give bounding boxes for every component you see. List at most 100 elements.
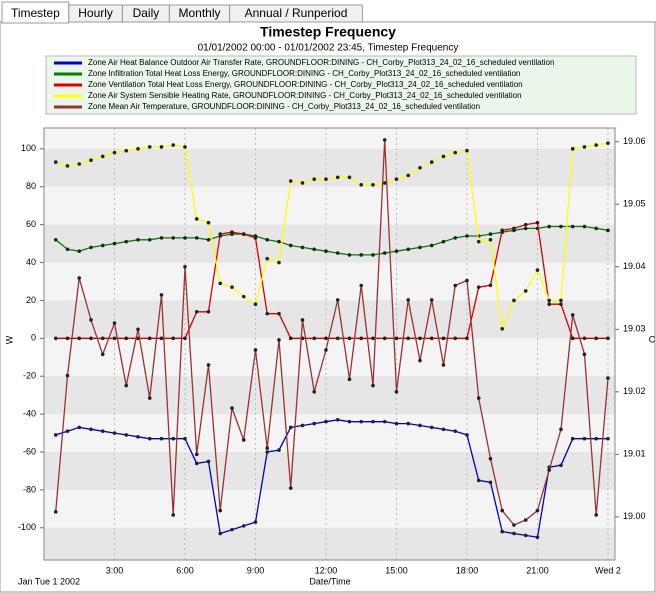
data-point [89, 336, 93, 341]
data-point [371, 183, 375, 187]
data-point [53, 160, 58, 164]
legend-label: Zone Air System Sensible Heating Rate, G… [88, 91, 522, 100]
data-point [359, 336, 364, 341]
legend-label: Zone Air Heat Balance Outdoor Air Transf… [88, 58, 554, 67]
data-point [100, 352, 105, 357]
data-point [347, 336, 352, 341]
data-point [112, 336, 117, 341]
data-point [77, 276, 82, 280]
data-point [183, 236, 187, 240]
data-point [159, 145, 164, 149]
data-point [500, 327, 505, 331]
data-point [582, 436, 587, 441]
x-tick-label: 3:00 [106, 565, 124, 575]
chart-subtitle: 01/01/2002 00:00 - 01/01/2002 23:45, Tim… [198, 43, 459, 54]
data-point [606, 336, 610, 341]
data-point [488, 480, 493, 485]
data-point [465, 278, 469, 283]
data-point [429, 298, 434, 302]
data-point [183, 436, 187, 441]
data-point [194, 452, 199, 457]
data-point [406, 298, 411, 302]
data-point [89, 245, 93, 250]
data-point [53, 336, 58, 341]
tab[interactable]: Timestep [1, 1, 70, 24]
data-point [147, 336, 152, 341]
data-point [288, 486, 293, 490]
data-point [335, 336, 340, 341]
data-point [136, 327, 140, 332]
data-point [594, 436, 599, 441]
data-point [112, 431, 117, 435]
data-point [265, 446, 270, 450]
data-point [382, 138, 387, 142]
data-point [371, 383, 375, 388]
tab-label: Daily [133, 6, 160, 20]
tab-shape [229, 4, 363, 23]
data-point [406, 173, 411, 178]
data-point [535, 508, 540, 513]
data-point [194, 217, 199, 221]
grid-band [44, 452, 615, 490]
data-point [324, 336, 328, 341]
data-point [535, 535, 540, 540]
tab[interactable]: Annual / Runperiod [229, 4, 363, 23]
data-point [159, 293, 164, 297]
data-point [159, 236, 164, 240]
data-point [206, 220, 211, 225]
data-point [241, 438, 246, 442]
data-point [265, 256, 270, 261]
tab-bar: Timestep Hourly Daily Monthly Annual / Runpe… [1, 1, 363, 24]
series-line [55, 142, 609, 332]
data-point [194, 461, 199, 466]
data-point [394, 421, 399, 426]
data-point [594, 143, 599, 147]
y-tick-label: 20 [26, 295, 36, 305]
data-point [547, 302, 552, 307]
data-point [488, 456, 493, 461]
series-line [55, 139, 609, 526]
data-point [500, 228, 505, 233]
tab-label: Monthly [178, 6, 220, 20]
data-point [594, 513, 599, 517]
data-point [559, 427, 563, 432]
plot-border [43, 127, 616, 561]
data-point [441, 154, 446, 159]
data-point [124, 239, 129, 244]
y-tick-label: -60 [23, 446, 36, 456]
data-point [582, 336, 587, 341]
data-point [418, 165, 422, 170]
data-point [582, 352, 587, 357]
data-point [570, 436, 575, 441]
data-point [288, 336, 293, 341]
data-point [441, 363, 446, 367]
data-point [112, 321, 117, 325]
data-point [324, 419, 328, 424]
y-tick-label: -40 [23, 408, 36, 418]
legend-label: Zone Ventilation Total Heat Loss Energy,… [88, 80, 523, 89]
data-point [347, 253, 352, 257]
legend-label: Zone Mean Air Temperature, GROUNDFLOOR:D… [88, 102, 480, 111]
data-point [547, 468, 552, 472]
data-point [241, 294, 246, 299]
data-point [53, 510, 58, 514]
data-point [371, 253, 375, 257]
data-point [241, 232, 246, 236]
data-point [570, 336, 575, 341]
data-point [523, 533, 528, 538]
data-point [65, 164, 70, 168]
grid-band [44, 148, 615, 187]
data-point [488, 283, 493, 288]
data-point [218, 281, 223, 286]
data-point [300, 423, 305, 428]
tab[interactable]: Daily [121, 4, 170, 23]
data-point [183, 145, 187, 149]
data-point [523, 222, 528, 227]
data-point [429, 425, 434, 430]
x-tick-label: 21:00 [526, 565, 549, 575]
tab[interactable]: Hourly [68, 4, 123, 23]
data-point [570, 313, 575, 317]
tab[interactable]: Monthly [168, 4, 231, 23]
data-point [418, 245, 422, 250]
data-point [136, 435, 140, 439]
